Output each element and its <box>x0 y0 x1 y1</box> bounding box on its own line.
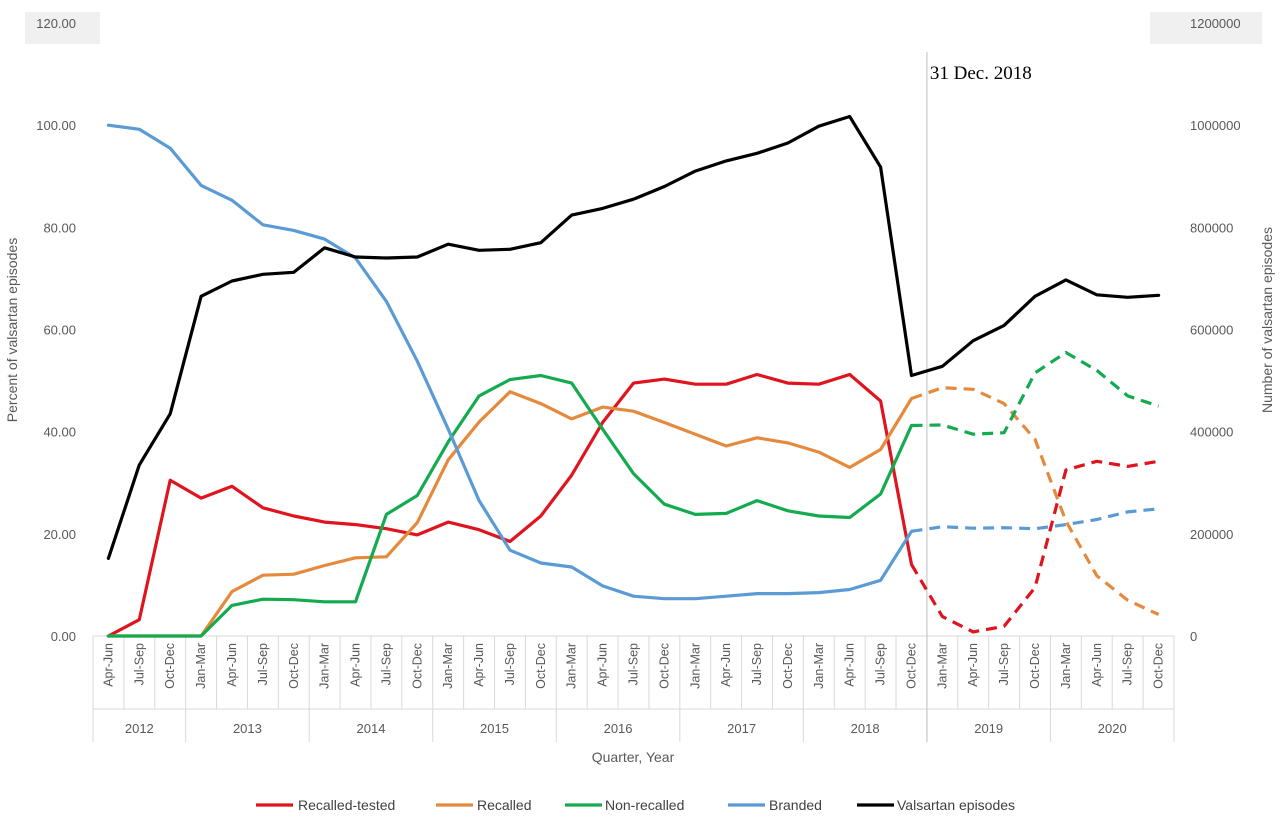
year-label: 2013 <box>233 721 262 736</box>
x-tick-label: Apr-Jun <box>1090 643 1104 687</box>
y2-tick-label: 400000 <box>1190 425 1233 440</box>
x-tick-label: Oct-Dec <box>410 643 424 689</box>
x-tick-label: Apr-Jun <box>472 643 486 687</box>
legend-label: Valsartan episodes <box>897 797 1015 813</box>
series-line-recalled <box>106 390 914 638</box>
y2-tick-label: 200000 <box>1190 527 1233 542</box>
x-tick-label: Apr-Jun <box>225 643 239 687</box>
x-tick-label: Oct-Dec <box>781 643 795 689</box>
x-tick-label: Jul-Sep <box>379 643 393 685</box>
year-label: 2018 <box>851 721 880 736</box>
x-tick-label: Apr-Jun <box>966 643 980 687</box>
legend-label: Recalled <box>477 797 531 813</box>
y-tick-label: 0.00 <box>51 629 76 644</box>
y-axis-top-label-box <box>25 12 100 44</box>
x-tick-label: Jul-Sep <box>132 643 146 685</box>
x-tick-label: Jul-Sep <box>750 643 764 685</box>
year-label: 2015 <box>480 721 509 736</box>
y2-tick-label: 1200000 <box>1190 16 1241 31</box>
x-tick-label: Jan-Mar <box>812 643 826 689</box>
series-line-non-recalled <box>106 373 914 638</box>
x-tick-label: Jul-Sep <box>997 643 1011 685</box>
annotation-label: 31 Dec. 2018 <box>930 63 1032 84</box>
legend-label: Non-recalled <box>605 797 684 813</box>
y-tick-label: 40.00 <box>43 425 76 440</box>
y-tick-label: 100.00 <box>36 118 76 133</box>
x-tick-label: Jul-Sep <box>503 643 517 685</box>
y2-tick-label: 1000000 <box>1190 118 1241 133</box>
y-axis-title: Percent of valsartan episodes <box>4 238 20 422</box>
x-tick-label: Jul-Sep <box>627 643 641 685</box>
y-tick-label: 120.00 <box>36 16 76 31</box>
y2-tick-label: 600000 <box>1190 323 1233 338</box>
x-tick-label: Apr-Jun <box>843 643 857 687</box>
x-tick-label: Apr-Jun <box>349 643 363 687</box>
x-tick-label: Oct-Dec <box>1028 643 1042 689</box>
x-tick-label: Jul-Sep <box>874 643 888 685</box>
chart-labels: 0.00 20.00 40.00 60.00 80.00 100.00 120.00 0 200… <box>4 16 1275 765</box>
x-tick-label: Jan-Mar <box>441 643 455 689</box>
x-tick-label: Jul-Sep <box>1121 643 1135 685</box>
x-tick-label: Oct-Dec <box>904 643 918 689</box>
y2-axis-top-label-box <box>1150 12 1262 44</box>
x-tick-label: Oct-Dec <box>163 643 177 689</box>
series-line-branded-projected <box>911 507 1159 533</box>
x-tick-label: Jul-Sep <box>256 643 270 685</box>
y-tick-label: 60.00 <box>43 323 76 338</box>
series-line-branded <box>106 123 914 601</box>
x-axis-title: Quarter, Year <box>592 749 675 765</box>
series-line-non-recalled-projected <box>911 350 1160 436</box>
x-tick-label: Jan-Mar <box>688 643 702 689</box>
x-tick-label: Apr-Jun <box>101 643 115 687</box>
year-label: 2016 <box>604 721 633 736</box>
legend: Recalled-tested Recalled Non-recalled Brand… <box>256 797 1015 813</box>
year-label: 2020 <box>1098 721 1127 736</box>
legend-label: Branded <box>769 797 822 813</box>
chart-decorations <box>25 12 1262 742</box>
y2-tick-label: 800000 <box>1190 220 1233 235</box>
x-tick-label: Apr-Jun <box>719 643 733 687</box>
series-line-recalled-tested-projected <box>910 459 1159 634</box>
y2-axis-title: Number of valsartan episodes <box>1259 227 1275 413</box>
legend-label: Recalled-tested <box>298 797 395 813</box>
x-tick-label: Jan-Mar <box>318 643 332 689</box>
series-line-recalled-tested <box>106 372 914 638</box>
x-tick-label: Jan-Mar <box>935 643 949 689</box>
x-tick-label: Oct-Dec <box>1152 643 1166 689</box>
y-tick-label: 80.00 <box>43 220 76 235</box>
x-tick-label: Jan-Mar <box>194 643 208 689</box>
year-label: 2012 <box>125 721 154 736</box>
x-tick-label: Oct-Dec <box>657 643 671 689</box>
y2-tick-label: 0 <box>1190 629 1197 644</box>
year-label: 2019 <box>974 721 1003 736</box>
x-tick-label: Apr-Jun <box>596 643 610 687</box>
series-line-valsartan-episodes <box>106 114 1161 560</box>
year-label: 2014 <box>357 721 386 736</box>
x-tick-label: Jan-Mar <box>565 643 579 689</box>
x-tick-label: Oct-Dec <box>287 643 301 689</box>
year-label: 2017 <box>727 721 756 736</box>
x-tick-label: Oct-Dec <box>534 643 548 689</box>
y-tick-label: 20.00 <box>43 527 76 542</box>
x-tick-label: Jan-Mar <box>1059 643 1073 689</box>
series-line-recalled-projected <box>910 386 1160 616</box>
series-lines <box>106 114 1161 638</box>
